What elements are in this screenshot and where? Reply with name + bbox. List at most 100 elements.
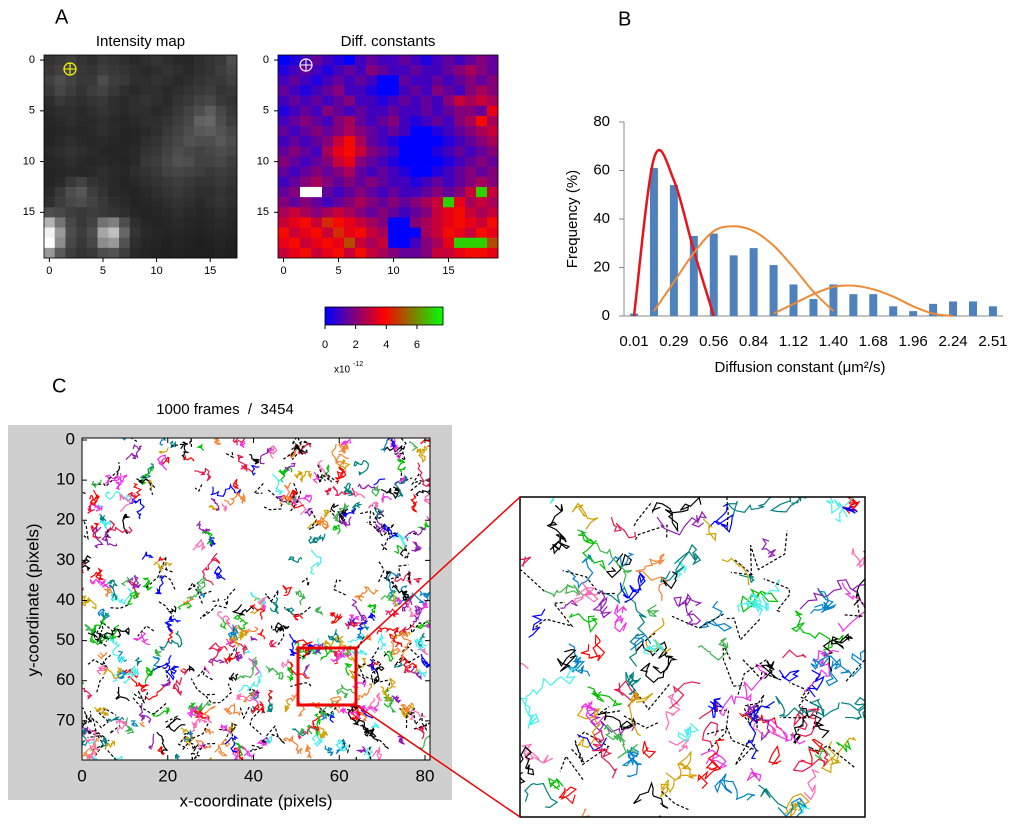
- heatmap-cell: [194, 75, 206, 86]
- heatmap-cell: [76, 146, 88, 157]
- heatmap-cell: [311, 207, 323, 218]
- heatmap-cell: [388, 197, 400, 208]
- heatmap-cell: [333, 136, 345, 147]
- trajectory: [398, 622, 415, 637]
- heatmap-cell: [86, 197, 98, 208]
- heatmap-cell: [388, 186, 400, 198]
- trajectory: [619, 572, 646, 603]
- heatmap-cell: [300, 126, 312, 137]
- heatmap-cell: [140, 95, 152, 107]
- heatmap-cell: [344, 156, 356, 167]
- trajectory: [544, 583, 588, 598]
- colorbar-step: [411, 307, 414, 325]
- heatmap-cell: [108, 85, 120, 96]
- trajectory: [339, 438, 352, 447]
- heatmap-cell: [443, 207, 455, 218]
- heatmap-cell: [355, 75, 367, 86]
- heatmap-cell: [54, 186, 66, 198]
- heatmap-cell: [355, 95, 367, 107]
- heatmap-cell: [86, 186, 98, 198]
- heatmap-cell: [151, 146, 163, 157]
- heatmap-cell: [161, 227, 173, 238]
- dashed-trajectory: [724, 617, 761, 641]
- trajectory: [282, 624, 290, 630]
- heatmap-cell: [289, 166, 301, 178]
- trajectory: [719, 663, 768, 717]
- trajectory: [389, 635, 402, 656]
- trajectory: [351, 501, 363, 513]
- bar: [968, 301, 977, 316]
- heatmap-cell: [333, 237, 345, 249]
- colorbar-step: [342, 307, 346, 325]
- x-tick-label: 0.84: [739, 333, 768, 350]
- trajectory: [646, 604, 660, 618]
- heatmap-cell: [322, 126, 334, 137]
- heatmap-cell: [183, 166, 195, 178]
- heatmap-cell: [421, 227, 433, 238]
- trajectory: [351, 598, 367, 623]
- trajectory: [329, 612, 343, 624]
- heatmap-cell: [151, 186, 163, 198]
- heatmap-cell: [129, 95, 141, 107]
- heatmap-cell: [226, 156, 238, 167]
- heatmap-cell: [140, 65, 152, 76]
- heatmap-cell: [65, 115, 77, 127]
- heatmap-cell: [333, 55, 345, 66]
- trajectory: [391, 694, 402, 704]
- trajectory: [659, 772, 675, 799]
- heatmap-cell: [54, 126, 66, 137]
- heatmap-cell: [226, 95, 238, 107]
- heatmap-cell: [465, 75, 477, 86]
- heatmap-cell: [465, 227, 477, 238]
- colorbar-step: [334, 307, 338, 325]
- y-tick-label: 60: [593, 161, 610, 178]
- trajectory: [581, 808, 591, 817]
- heatmap-cell: [129, 146, 141, 157]
- trajectory: [373, 478, 386, 486]
- heatmap-cell: [65, 136, 77, 147]
- dashed-trajectory: [370, 647, 383, 683]
- heatmap-cell: [119, 75, 131, 86]
- trajectory: [700, 749, 728, 770]
- trajectory: [355, 709, 368, 722]
- bar: [849, 294, 858, 316]
- heatmap-cell: [454, 237, 466, 249]
- dashed-trajectory: [749, 530, 788, 572]
- heatmap-cell: [129, 55, 141, 66]
- trajectory: [289, 633, 298, 656]
- dashed-trajectory: [143, 476, 156, 495]
- heatmap-cell: [172, 55, 184, 66]
- heatmap-cell: [65, 105, 77, 117]
- trajectory: [571, 502, 599, 530]
- heatmap-cell: [366, 136, 378, 147]
- heatmap-cell: [108, 166, 120, 178]
- heatmap-cell: [140, 85, 152, 96]
- x-axis-label: Diffusion constant (μm²/s): [715, 359, 886, 376]
- trajectory: [400, 632, 412, 658]
- heatmap-cell: [54, 166, 66, 178]
- heatmap-cell: [76, 237, 88, 249]
- heatmap-cell: [465, 95, 477, 107]
- trajectory: [194, 701, 211, 713]
- heatmap-cell: [311, 217, 323, 228]
- trajectory: [418, 668, 428, 678]
- heatmap-cell: [454, 146, 466, 157]
- heatmap-cell: [322, 156, 334, 167]
- dashed-trajectory: [562, 570, 615, 595]
- trajectory: [782, 649, 807, 659]
- colorbar-step: [382, 307, 385, 325]
- dashed-trajectory: [405, 712, 415, 728]
- heatmap-cell: [410, 197, 422, 208]
- trajectory: [304, 507, 314, 517]
- trajectory: [807, 669, 825, 698]
- heatmap-cell: [410, 95, 422, 107]
- dashed-trajectory: [190, 678, 215, 696]
- heatmap-cell: [119, 227, 131, 238]
- colorbar-step: [439, 307, 442, 325]
- trajectory: [306, 713, 321, 737]
- heatmap-cell: [322, 227, 334, 238]
- heatmap-cell: [322, 247, 334, 259]
- colorbar-step: [380, 307, 383, 325]
- trajectory: [103, 586, 113, 598]
- trajectory: [279, 482, 294, 506]
